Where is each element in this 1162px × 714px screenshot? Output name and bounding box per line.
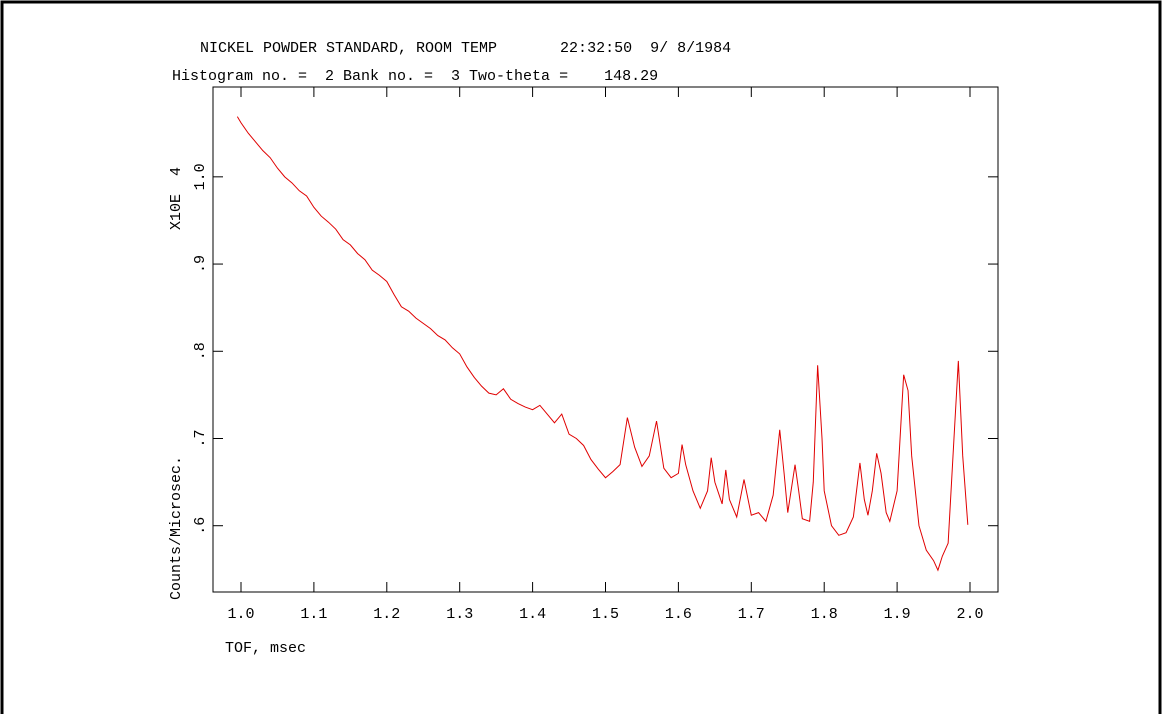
y-axis-label: Counts/Microsec.	[168, 456, 185, 600]
x-tick-label: 1.4	[519, 606, 546, 623]
x-tick-label: 1.5	[592, 606, 619, 623]
x-tick-label: 1.3	[446, 606, 473, 623]
y-tick-label: .7	[192, 429, 209, 447]
y-tick-label: 1.0	[192, 163, 209, 190]
x-tick-label: 1.1	[300, 606, 327, 623]
x-tick-label: 1.2	[373, 606, 400, 623]
x-tick-label: 1.0	[227, 606, 254, 623]
data-line	[236, 116, 969, 572]
y-scale-label: X10E 4	[168, 167, 185, 230]
x-axis-label: TOF, msec	[225, 640, 306, 657]
y-tick-label: .8	[192, 342, 209, 360]
chart-subtitle: Histogram no. = 2 Bank no. = 3 Two-theta…	[172, 68, 658, 85]
x-tick-label: 2.0	[956, 606, 983, 623]
chart-title: NICKEL POWDER STANDARD, ROOM TEMP 22:32:…	[200, 40, 731, 57]
y-tick-label: .9	[192, 255, 209, 273]
y-tick-label: .6	[192, 517, 209, 535]
plot-frame	[212, 86, 999, 593]
x-tick-label: 1.6	[665, 606, 692, 623]
x-tick-label: 1.7	[738, 606, 765, 623]
x-tick-label: 1.8	[811, 606, 838, 623]
x-tick-label: 1.9	[884, 606, 911, 623]
